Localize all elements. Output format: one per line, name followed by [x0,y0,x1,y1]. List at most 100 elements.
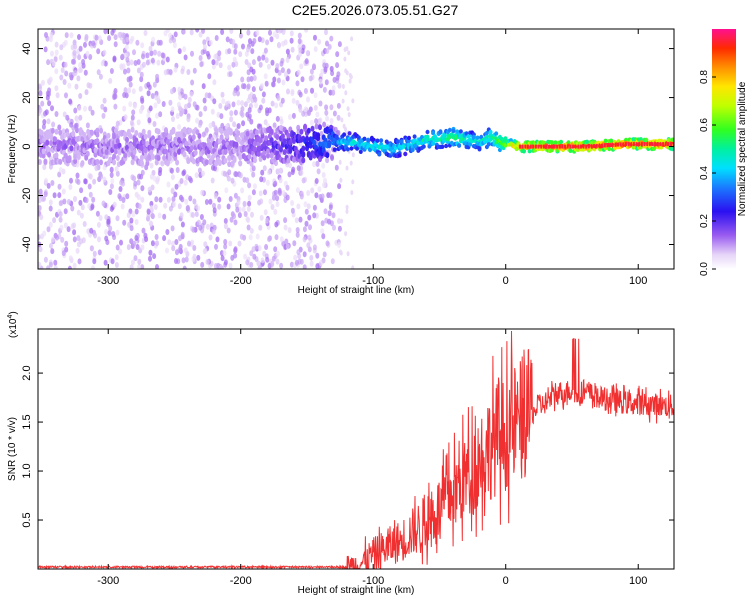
noise-speckle [177,48,182,55]
noise-speckle [285,57,290,63]
spectral-peak [625,142,627,147]
noise-speckle [255,29,260,36]
noise-speckle [259,198,264,205]
spectral-cell [225,133,230,139]
noise-speckle [336,71,341,78]
noise-speckle [217,196,222,203]
snr-scale-factor: (x104) [7,311,19,338]
spectral-peak [564,144,566,149]
noise-speckle [42,164,47,171]
noise-speckle [91,196,96,203]
noise-speckle [320,68,325,75]
spectral-cell [609,138,614,143]
y-tick-label: 0 [21,143,33,149]
noise-speckle [198,224,203,231]
spectral-cell [71,131,76,138]
noise-speckle [62,79,67,85]
spectral-cell [58,129,63,136]
noise-speckle [244,59,249,65]
noise-speckle [323,208,328,215]
noise-speckle [97,249,102,256]
noise-speckle [102,49,107,56]
noise-speckle [170,225,175,232]
spectral-cell [644,137,649,143]
spectral-cell [264,135,269,142]
noise-speckle [305,50,310,56]
spectral-cell [93,151,98,158]
noise-speckle [180,221,185,228]
noise-speckle [162,213,167,220]
noise-speckle [125,56,130,63]
noise-speckle [320,228,325,235]
spectral-peak [651,142,654,147]
spectral-cell [115,138,120,145]
noise-speckle [132,240,136,247]
noise-speckle [256,260,261,267]
noise-speckle [109,68,114,74]
spectral-peak [598,143,601,148]
noise-speckle [147,84,152,91]
noise-speckle [140,244,145,251]
noise-speckle [183,93,188,100]
noise-speckle [192,253,197,260]
noise-speckle [177,203,182,210]
noise-speckle [102,176,107,183]
spectral-cell [182,151,187,158]
noise-speckle [38,107,43,114]
noise-speckle [166,181,171,188]
spectral-cell [45,139,50,146]
noise-speckle [298,106,303,113]
noise-speckle [212,207,217,214]
noise-speckle [152,253,157,260]
noise-speckle [63,222,68,229]
noise-speckle [64,70,69,77]
noise-speckle [172,42,177,49]
spectral-cell [221,139,226,146]
noise-speckle [122,92,127,98]
noise-speckle [257,245,262,251]
noise-speckle [149,205,154,211]
noise-speckle [220,255,225,262]
spectral-cell [147,154,152,161]
noise-speckle [150,212,155,219]
noise-speckle [184,103,188,110]
noise-speckle [211,228,216,235]
noise-speckle [157,50,162,57]
spectrogram-x-ticks: -300 -200 -100 0 100 [97,29,647,287]
noise-speckle [135,244,140,250]
noise-speckle [318,78,323,85]
noise-speckle [88,105,93,112]
noise-speckle [133,180,138,187]
spectral-peak [577,144,580,149]
noise-speckle [275,250,280,257]
noise-speckle [296,69,301,76]
noise-speckle [240,83,245,90]
noise-speckle [129,59,134,66]
noise-speckle [233,43,238,50]
noise-speckle [64,92,68,99]
noise-speckle [324,109,329,116]
noise-speckle [251,165,256,172]
noise-speckle [313,46,318,53]
spectral-cell [139,154,144,161]
noise-speckle [200,170,205,177]
noise-speckle [283,39,288,46]
noise-speckle [312,204,317,211]
spectral-cell [99,127,104,134]
noise-speckle [318,117,323,124]
noise-speckle [78,114,83,121]
x-tick-label: 100 [629,275,647,287]
spectral-cell [78,127,83,134]
noise-speckle [303,88,308,94]
noise-speckle [206,53,211,60]
noise-speckle [69,177,73,184]
noise-speckle [171,245,176,252]
noise-speckle [264,80,269,87]
spectral-cell [219,134,224,141]
spectral-cell [455,129,460,134]
noise-speckle [173,66,178,73]
spectral-cell [84,154,89,161]
noise-speckle [331,212,336,219]
spectral-peak [638,142,641,147]
noise-speckle [235,85,240,92]
